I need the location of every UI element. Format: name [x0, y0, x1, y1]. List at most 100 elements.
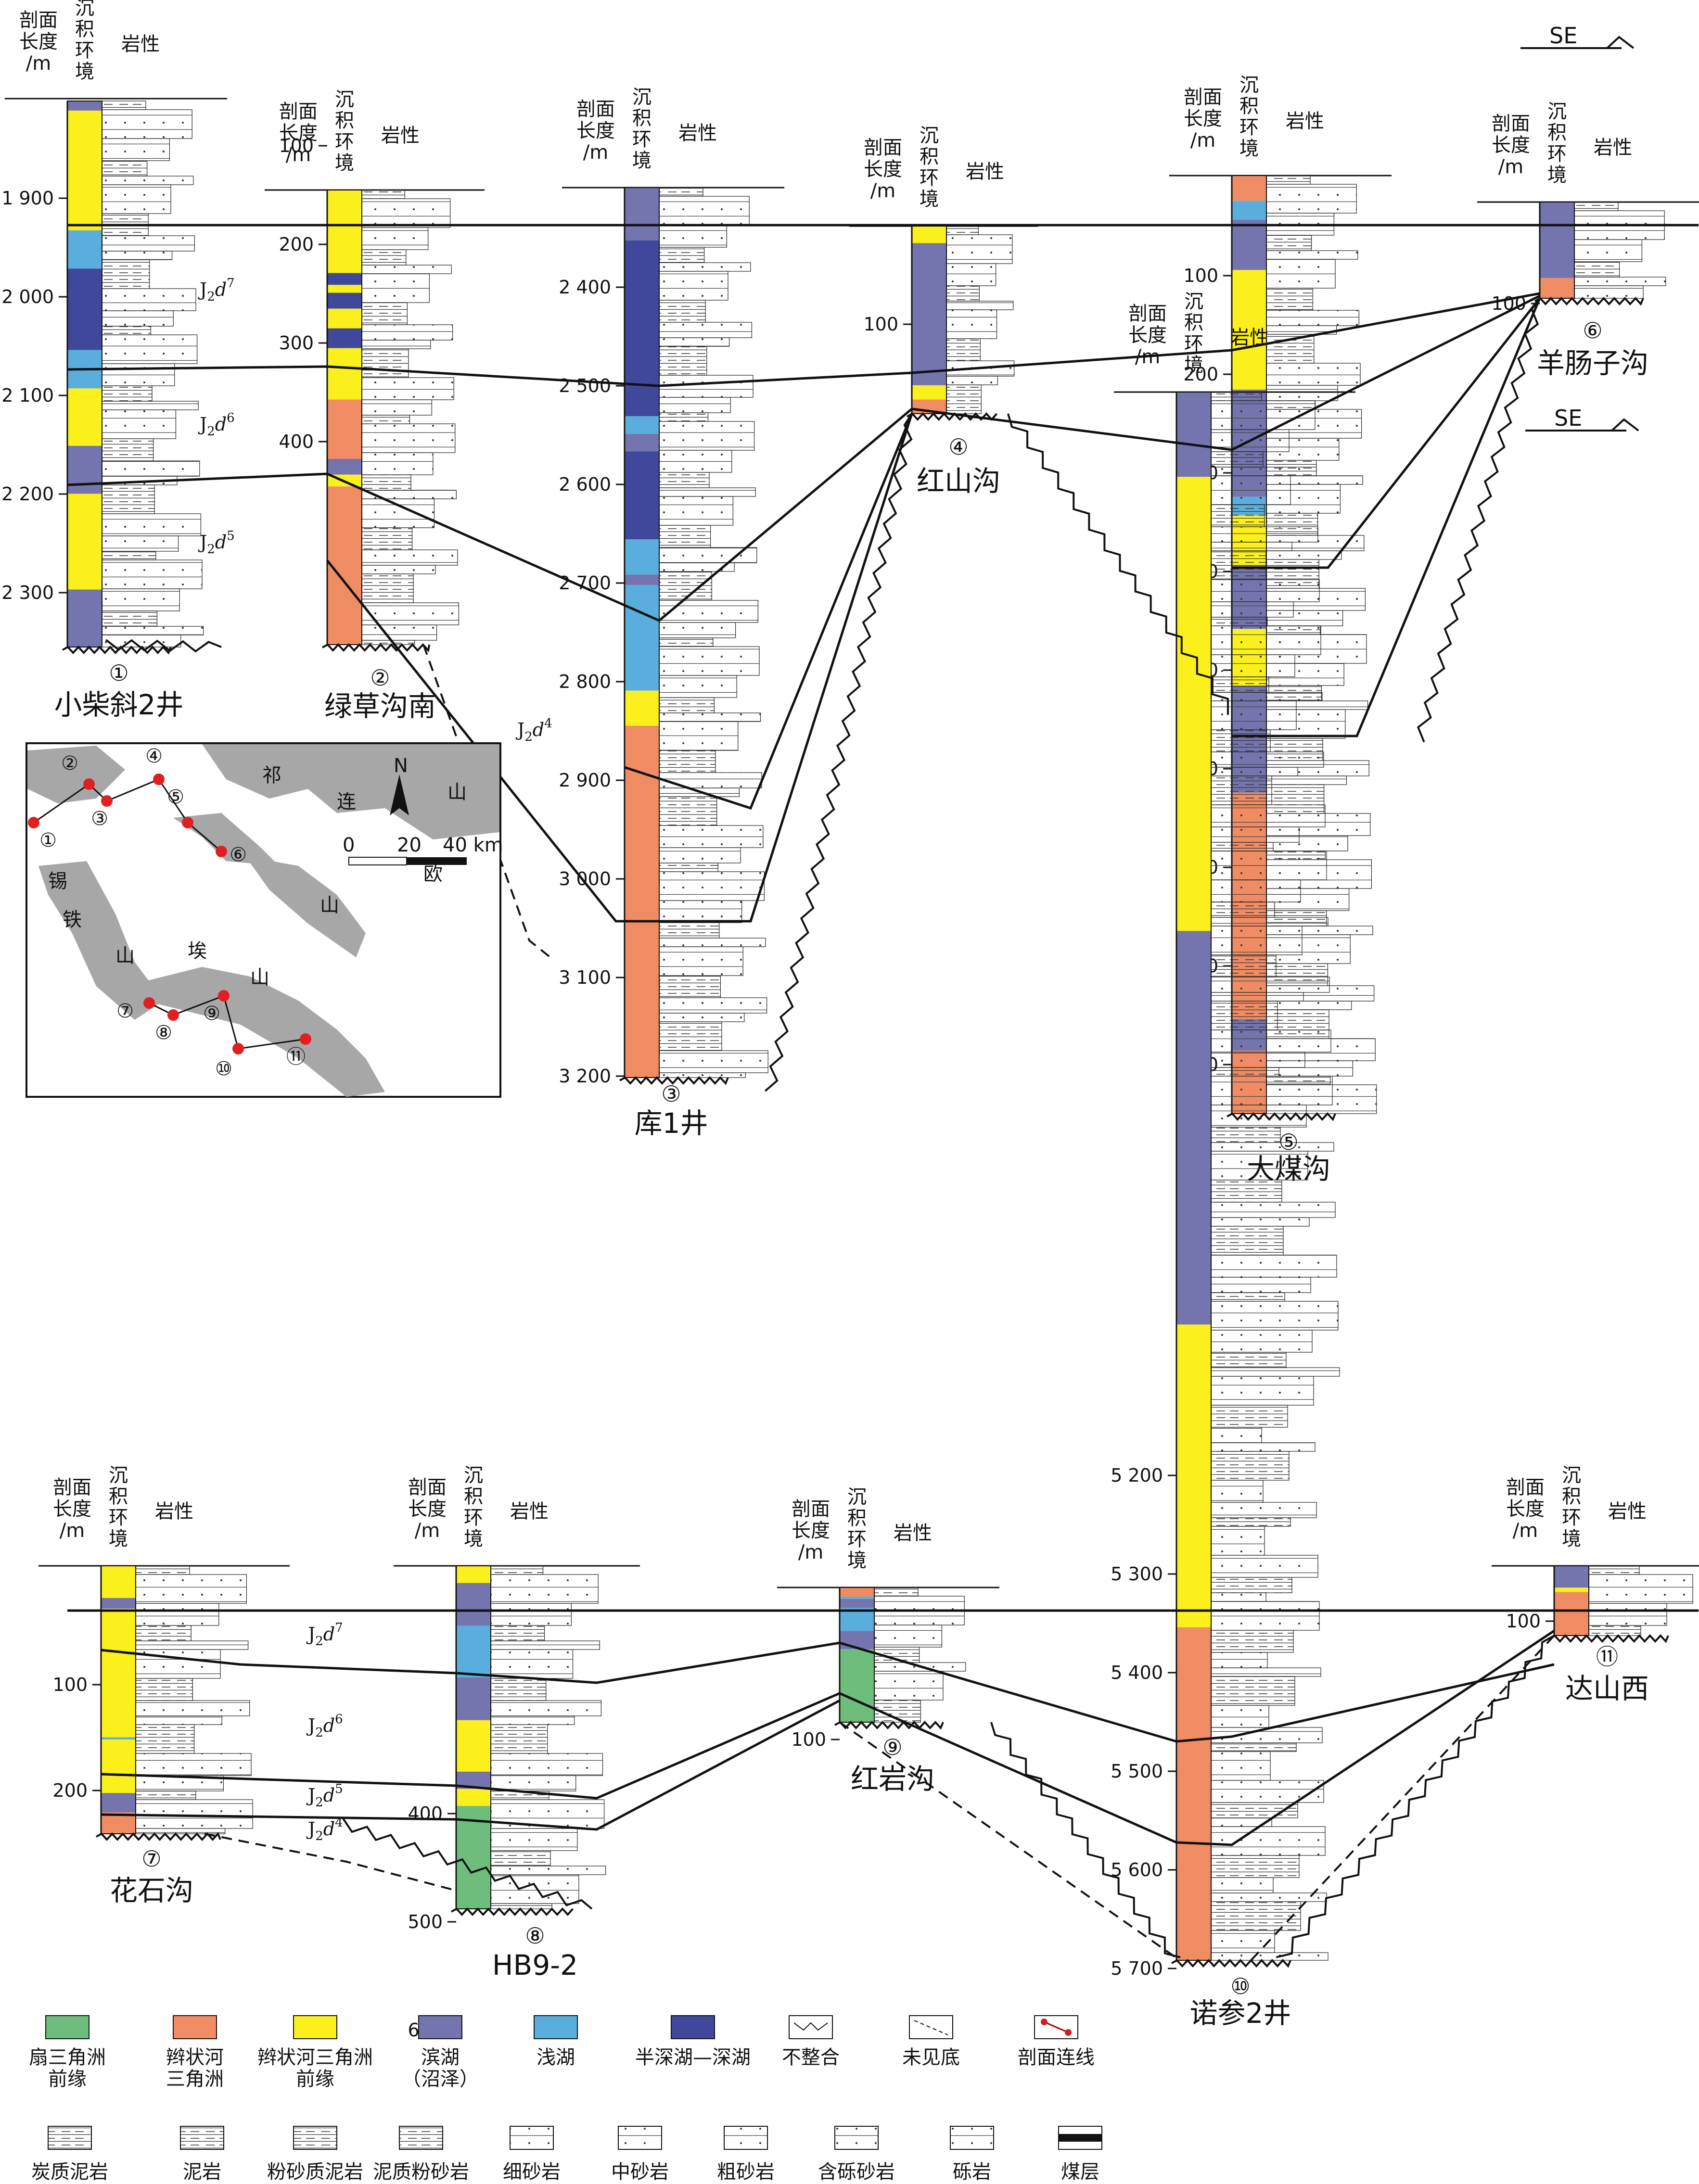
lithology-bed — [361, 624, 437, 641]
depth-tick-label: 5 300 — [1111, 1563, 1163, 1585]
depth-header-label: 长度 — [1184, 108, 1222, 130]
lithology-bed — [659, 1050, 768, 1073]
lithology-bed — [102, 409, 176, 439]
map-mountain-label: 锡 — [48, 870, 67, 892]
environment-interval-shallow — [67, 230, 102, 269]
lithology-bed — [1211, 1367, 1340, 1377]
section-name: 红山沟 — [917, 465, 1000, 497]
lithology-bed — [1211, 1780, 1324, 1803]
depth-tick-label: 400 — [279, 431, 314, 452]
lithology-bed — [135, 1625, 192, 1641]
lithology-bed — [135, 1640, 249, 1650]
lithology-bed — [490, 1565, 544, 1575]
environment-interval-deep — [327, 292, 362, 309]
environment-header-label: 沉 — [1184, 291, 1203, 313]
legend-label: 剖面连线 — [1018, 2046, 1095, 2069]
lithology-bed — [102, 176, 194, 185]
legend-swatch — [834, 2126, 879, 2150]
unconformity-icon — [793, 2022, 828, 2031]
lithology-bed — [1211, 400, 1316, 430]
legend-label: 砾岩 — [953, 2161, 991, 2182]
legend-label: 粉砂质泥岩 — [267, 2161, 363, 2182]
lithology-bed — [1211, 1630, 1294, 1653]
section-name: 达山西 — [1565, 1672, 1649, 1705]
missing-base-icon — [914, 2020, 948, 2035]
environment-header-label: 沉 — [109, 1464, 128, 1486]
environment-interval-braided_front — [625, 690, 659, 726]
environment-header-label: 境 — [920, 188, 939, 210]
environment-interval-shallow — [840, 1608, 874, 1631]
legend-label: 前缘 — [296, 2068, 334, 2090]
lithology-bed — [1211, 1001, 1278, 1030]
depth-tick-label: 2 700 — [559, 572, 611, 594]
legend-swatch — [45, 2015, 89, 2039]
station-marker — [216, 846, 227, 857]
map-land-area — [144, 967, 385, 1097]
environment-header-label: 环 — [75, 39, 94, 62]
legend-lith-item: 泥质粉砂岩 — [373, 2126, 469, 2183]
formation-label-d5: J2d5 — [306, 1782, 343, 1810]
environment-header-label: 积 — [109, 1486, 128, 1508]
lithology-bed — [1211, 1277, 1311, 1293]
lithology-bed — [1211, 1052, 1305, 1068]
environment-interval-deep — [67, 268, 102, 350]
lithology-bed — [659, 337, 730, 347]
lithology-bed — [102, 251, 173, 260]
lithology-bed — [361, 302, 408, 325]
lithology-bed — [1266, 250, 1358, 260]
lithology-bed — [1211, 851, 1327, 880]
scale-start-label: 0 — [343, 834, 355, 856]
depth-tick-label: 200 — [1183, 364, 1218, 385]
map-mountain-label: 欧 — [423, 863, 443, 885]
station-label: ④ — [145, 745, 163, 767]
depth-tick-label: 2 000 — [1, 286, 54, 307]
base-unconformity — [619, 1076, 729, 1085]
lithology-bed — [1211, 550, 1266, 580]
lithology-bed — [102, 551, 156, 560]
lithology-bed — [1211, 467, 1317, 476]
environment-interval-shore — [67, 589, 102, 647]
lithology-bed — [659, 825, 764, 848]
lithology-bed — [1211, 954, 1277, 978]
environment-interval-braided — [625, 725, 659, 1078]
station-marker — [300, 1033, 311, 1045]
lithology-bed — [1211, 504, 1265, 527]
legend-label: 辫状河 — [166, 2046, 224, 2069]
environment-interval-shallow — [625, 539, 659, 575]
lithology-bed — [946, 309, 997, 339]
legend-label: 泥质粉砂岩 — [373, 2161, 469, 2182]
dashed-base-line — [1250, 1635, 1555, 1961]
depth-tick-label: 200 — [279, 234, 314, 255]
lithology-bed — [490, 1678, 547, 1701]
environment-header-label: 境 — [1562, 1528, 1581, 1550]
correlation-line — [1232, 297, 1541, 569]
route-dot-icon — [1065, 2029, 1072, 2036]
environment-interval-braided_front — [101, 1739, 136, 1793]
lithology-bed — [1211, 451, 1264, 468]
lithology-bed — [135, 1603, 219, 1626]
lithology-bed — [659, 375, 754, 398]
depth-header-label: 长度 — [53, 1498, 91, 1520]
depth-tick-label: 5 400 — [1111, 1662, 1163, 1683]
lithology-bed — [1211, 1127, 1281, 1143]
lithology-bed — [490, 1603, 572, 1626]
environment-header-label: 环 — [632, 128, 651, 151]
legend-env-item: 未见底 — [902, 2015, 960, 2069]
scale-bar-black — [407, 857, 467, 865]
environment-header-label: 沉 — [1547, 101, 1567, 123]
correlation-line — [101, 1699, 841, 1831]
environment-interval-shore — [840, 1599, 874, 1608]
lithology-bed — [1266, 363, 1361, 386]
lithology-bed — [1211, 1427, 1262, 1443]
section-number: ⑨ — [882, 1734, 902, 1760]
base-unconformity — [1171, 1959, 1291, 1968]
lithology-bed — [1211, 1892, 1327, 1902]
environment-interval-deep — [327, 273, 362, 285]
environment-interval-shore — [625, 574, 659, 585]
depth-header-label: /m — [798, 1541, 823, 1563]
lithology-bed — [361, 565, 436, 574]
route-line-icon — [1044, 2021, 1069, 2033]
station-label: ③ — [91, 808, 108, 830]
lithology-bed — [659, 472, 710, 488]
